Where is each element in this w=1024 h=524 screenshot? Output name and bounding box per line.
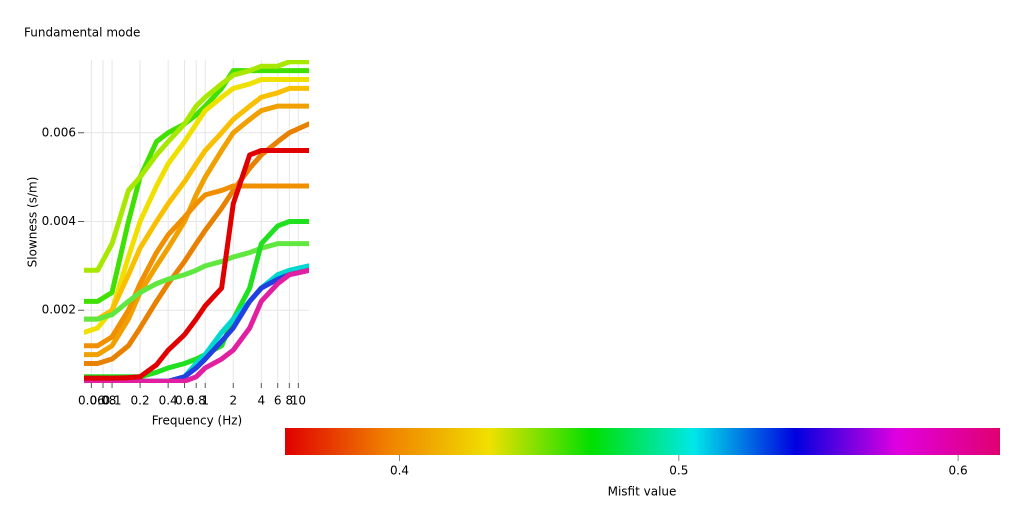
colorbar-tick-label: 0.4 bbox=[390, 464, 409, 478]
x-tick-label: 0.4 bbox=[159, 394, 178, 408]
x-tick-label: 1 bbox=[201, 394, 209, 408]
curve bbox=[84, 183, 309, 349]
x-tick-label: 0.6 bbox=[175, 394, 194, 408]
x-tick-label: 4 bbox=[257, 394, 265, 408]
x-tick-label: 6 bbox=[274, 394, 282, 408]
y-tick-label: 0.006 bbox=[42, 125, 76, 139]
y-axis-label: Slowness (s/m) bbox=[26, 177, 40, 268]
colorbar-tick-label: 0.5 bbox=[669, 464, 688, 478]
x-axis-label: Frequency (Hz) bbox=[152, 414, 243, 428]
x-tick-label: 10 bbox=[291, 394, 306, 408]
curve bbox=[84, 77, 309, 335]
curve bbox=[84, 148, 309, 381]
curve bbox=[84, 241, 309, 322]
chart-title: Fundamental mode bbox=[24, 26, 140, 40]
x-tick-label: 0.1 bbox=[102, 394, 121, 408]
x-tick-label: 2 bbox=[229, 394, 237, 408]
curve bbox=[84, 267, 309, 383]
x-tick-label: 0.06 bbox=[78, 394, 105, 408]
y-tick-label: 0.004 bbox=[42, 214, 76, 228]
x-tick-label: 0.2 bbox=[131, 394, 150, 408]
curve bbox=[84, 85, 309, 322]
curves bbox=[84, 60, 309, 383]
colorbar bbox=[285, 428, 1000, 455]
curve bbox=[84, 60, 309, 273]
colorbar-tick-label: 0.6 bbox=[949, 464, 968, 478]
y-tick-label: 0.002 bbox=[42, 303, 76, 317]
curve bbox=[84, 68, 309, 304]
curve bbox=[84, 103, 309, 358]
x-tick-label: 0.08 bbox=[90, 394, 117, 408]
colorbar-label: Misfit value bbox=[608, 485, 677, 499]
x-tick-label: 8 bbox=[286, 394, 294, 408]
x-tick-label: 0.8 bbox=[187, 394, 206, 408]
